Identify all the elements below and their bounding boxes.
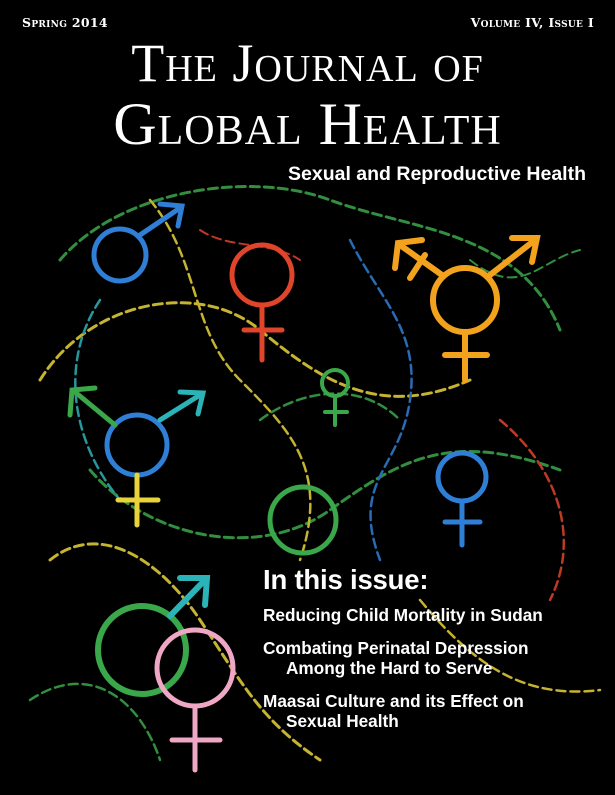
volume-issue: Volume IV, Issue I bbox=[470, 15, 594, 30]
in-this-issue-heading: In this issue: bbox=[263, 564, 429, 595]
journal-title-line2: Global Health bbox=[113, 91, 502, 157]
transgender-symbol-left bbox=[67, 385, 207, 528]
article-title-line1: Maasai Culture and its Effect on bbox=[263, 691, 524, 711]
in-this-issue: In this issue: Reducing Child Mortality … bbox=[263, 564, 543, 744]
transgender-symbol-orange bbox=[392, 235, 541, 383]
article-title: Maasai Culture and its Effect on Sexual … bbox=[263, 691, 543, 731]
neutral-circle-green bbox=[267, 484, 339, 556]
female-symbol-blue bbox=[435, 450, 489, 548]
male-symbol-blue bbox=[91, 201, 185, 284]
journal-title-line1: The Journal of bbox=[131, 33, 484, 93]
article-title-line1: Combating Perinatal Depression bbox=[263, 638, 529, 658]
issue-date: Spring 2014 bbox=[22, 15, 108, 30]
article-title: Reducing Child Mortality in Sudan bbox=[263, 605, 543, 625]
issue-theme: Sexual and Reproductive Health bbox=[288, 163, 586, 185]
article-title-line1: Reducing Child Mortality in Sudan bbox=[263, 605, 543, 625]
male-symbol-bottom bbox=[95, 575, 211, 697]
article-title-line2: Among the Hard to Serve bbox=[286, 658, 493, 678]
article-title-line2: Sexual Health bbox=[286, 711, 399, 731]
female-symbol-green-small bbox=[320, 368, 350, 427]
female-symbol-red bbox=[229, 242, 295, 363]
female-symbol-bottom bbox=[154, 627, 236, 773]
article-title: Combating Perinatal Depression Among the… bbox=[263, 638, 543, 678]
